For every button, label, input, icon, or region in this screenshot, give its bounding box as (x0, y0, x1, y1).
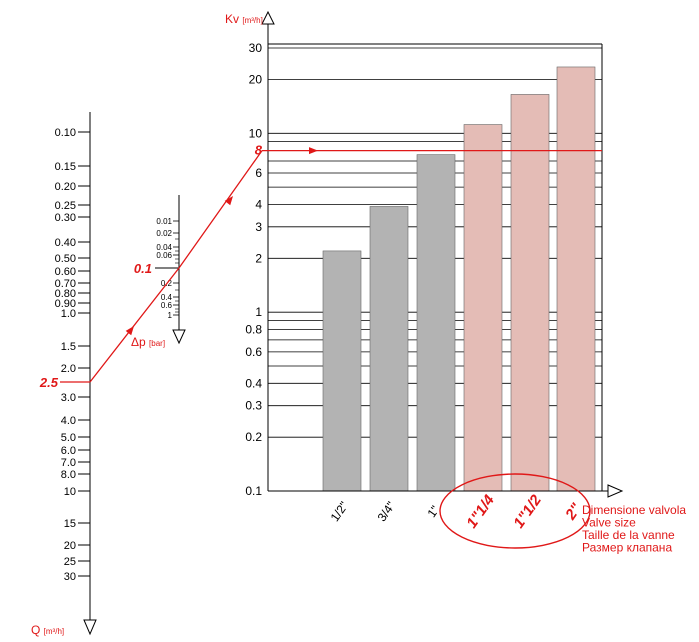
q-tick-label: 30 (64, 571, 76, 583)
highlight-ellipse (439, 473, 591, 549)
dp-tick-label: 0.01 (156, 217, 172, 226)
axis-titles: Kv [m³/h] Q [m³/h] Δp [bar] (31, 12, 263, 637)
q-tick-label: 0.15 (55, 161, 76, 173)
q-tick-label: 0.80 (55, 288, 76, 300)
kv-tick-label: 3 (255, 220, 262, 234)
bar-2- (556, 66, 596, 492)
q-tick-label: 15 (64, 518, 76, 530)
kv-tick-label: 0.4 (245, 376, 262, 390)
q-tick-label: 6.0 (61, 445, 76, 457)
valve-size-axis-caption: Valve size (582, 516, 636, 530)
q-tick-label: 0.70 (55, 278, 76, 290)
dp-axis-arrow (172, 329, 186, 345)
kv-axis-unit: [m³/h] (242, 16, 262, 25)
example-q-value: 2.5 (39, 375, 59, 390)
kv-tick-label: 30 (249, 41, 263, 55)
dp-axis: 0.010.020.040.060.20.40.61 (156, 195, 186, 345)
dp-tick-label: 0.04 (156, 243, 172, 252)
q-tick-label: 0.60 (55, 266, 76, 278)
valve-size-label: 1"1/2 (510, 491, 545, 531)
q-tick-label: 0.40 (55, 237, 76, 249)
kv-tick-label: 0.6 (245, 345, 262, 359)
q-tick-label: 2.0 (61, 363, 76, 375)
q-tick-label: 0.10 (55, 127, 76, 139)
kv-chart-frame (261, 10, 624, 498)
kv-tick-label: 20 (249, 72, 263, 86)
q-axis: 0.10 0.15 0.20 0.250.30 0.40 0.500.600.700.80… (55, 112, 97, 636)
dp-tick-label: 1 (168, 311, 173, 320)
q-tick-label: 1.0 (61, 308, 76, 320)
kv-axis-title: Kv [m³/h] (225, 12, 263, 26)
valve-size-label: 3/4" (375, 499, 398, 524)
dp-tick-label: 0.6 (161, 301, 173, 310)
q-tick-label: 25 (64, 556, 76, 568)
kv-axis-ticks: 0.1 0.2 0.3 0.4 0.6 0.8 1 2 3 4 6 8 10 20 30 (245, 41, 262, 498)
kv-tick-label: 8 (255, 143, 263, 158)
q-tick-label: 0.50 (55, 253, 76, 265)
q-tick-label: 20 (64, 540, 76, 552)
q-tick-label: 4.0 (61, 415, 76, 427)
q-tick-label: 0.30 (55, 212, 76, 224)
bar-3-4- (369, 206, 409, 492)
q-axis-unit: [m³/h] (44, 627, 64, 636)
dp-tick-label: 0.06 (156, 251, 172, 260)
example-arrow-3 (309, 147, 318, 155)
q-tick-label: 8.0 (61, 469, 76, 481)
q-tick-label: 5.0 (61, 432, 76, 444)
bar-1-2- (322, 250, 362, 492)
q-tick-label: 10 (64, 486, 76, 498)
bar-1- (416, 154, 456, 492)
valve-size-axis-caption: Размер клапана (582, 541, 672, 555)
kv-axis-arrow (261, 10, 275, 25)
dp-axis-title: Δp [bar] (131, 335, 165, 349)
bar-1-1-4 (463, 124, 503, 492)
dp-tick-label: 0.4 (161, 293, 173, 302)
bar-1-1-2 (510, 94, 550, 492)
valve-size-axis-caption: Taille de la vanne (582, 528, 675, 542)
kv-tick-label: 10 (249, 126, 263, 140)
kv-tick-label: 0.3 (245, 399, 262, 413)
q-tick-label: 0.90 (55, 298, 76, 310)
kv-tick-label: 0.8 (245, 322, 262, 336)
example-dp-value: 0.1 (134, 261, 152, 276)
q-tick-label: 7.0 (61, 457, 76, 469)
kv-tick-label: 0.1 (245, 484, 262, 498)
valve-size-label: 1"1/4 (463, 491, 498, 531)
q-tick-label: 0.20 (55, 181, 76, 193)
q-axis-title: Q [m³/h] (31, 623, 64, 637)
q-axis-arrow (83, 619, 97, 636)
kv-tick-label: 6 (255, 166, 262, 180)
kv-tick-label: 2 (255, 251, 262, 265)
valve-size-axis-arrow (607, 484, 624, 498)
dp-axis-unit: [bar] (149, 339, 165, 348)
valve-size-axis-caption: Dimensione valvola (582, 503, 686, 517)
example-diagonal-line (89, 150, 263, 383)
valve-size-label: 1/2" (328, 499, 351, 524)
example-path: 2.5 0.1 (39, 147, 602, 390)
q-tick-label: 1.5 (61, 341, 76, 353)
q-tick-label: 3.0 (61, 392, 76, 404)
valve-bars (322, 66, 596, 492)
q-tick-label: 0.25 (55, 200, 76, 212)
kv-tick-label: 4 (255, 197, 262, 211)
example-arrow-2 (224, 196, 233, 206)
dp-tick-label: 0.02 (156, 229, 172, 238)
kv-tick-label: 0.2 (245, 430, 262, 444)
kv-tick-label: 1 (255, 305, 262, 319)
example-arrow-1 (125, 326, 134, 336)
